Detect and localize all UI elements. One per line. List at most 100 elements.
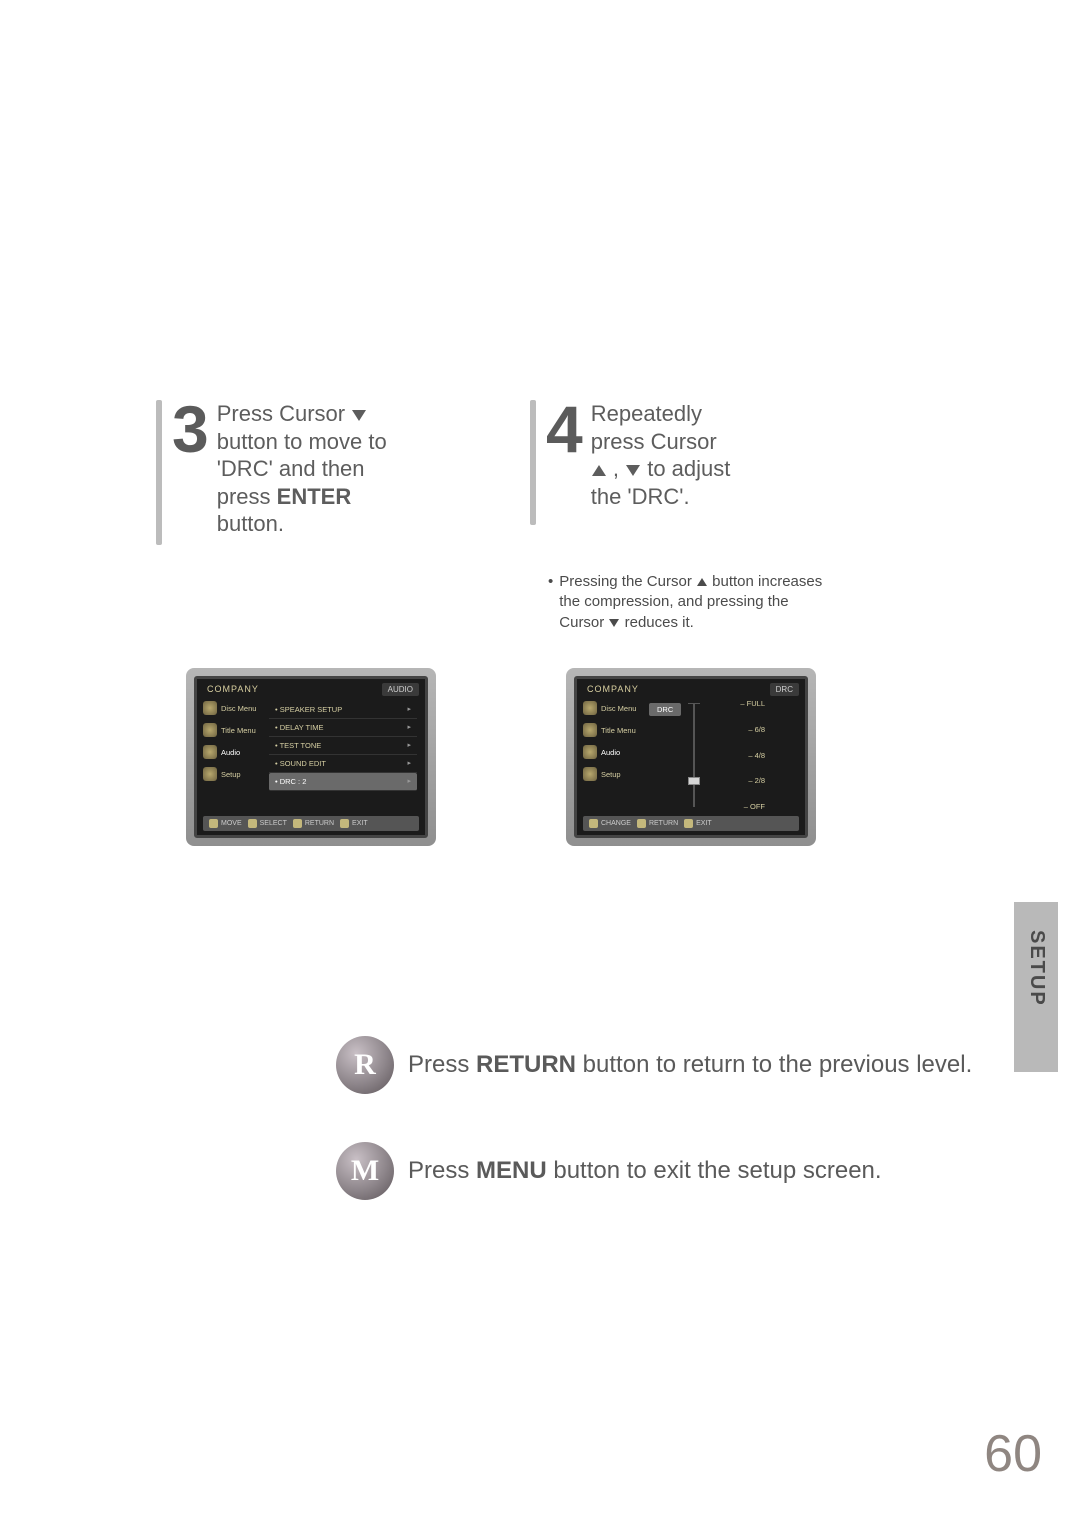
text: Press MENU button to exit the setup scre… — [408, 1157, 882, 1185]
text: Pressing the Cursor — [559, 573, 696, 590]
tv-sidebar-item: Disc Menu — [583, 701, 643, 715]
label: • DELAY TIME — [275, 723, 323, 732]
text: the 'DRC'. — [591, 484, 690, 509]
step-text: Press Cursor button to move to 'DRC' and… — [217, 400, 387, 538]
tv-menu-row: • TEST TONE ▸ — [269, 737, 417, 755]
footer-hint: EXIT — [684, 819, 712, 828]
step-4: 4 Repeatedly press Cursor , to adjust th… — [530, 400, 730, 525]
tv-menu-row: • DRC : 2 ▸ — [269, 773, 417, 791]
text: Press — [408, 1157, 476, 1184]
chevron-right-icon: ▸ — [407, 741, 411, 750]
chevron-right-icon: ▸ — [407, 777, 411, 786]
step-3: 3 Press Cursor button to move to 'DRC' a… — [156, 400, 387, 545]
text-bold: MENU — [476, 1157, 547, 1184]
text: the compression, and pressing the — [559, 593, 788, 610]
text: Press RETURN button to return to the pre… — [408, 1051, 972, 1079]
label: Title Menu — [221, 726, 256, 735]
drc-level: – 2/8 — [695, 776, 765, 785]
chevron-right-icon: ▸ — [407, 705, 411, 714]
cursor-up-icon — [592, 465, 606, 476]
tv-sidebar-item: Audio — [583, 745, 643, 759]
tv-section-tag: DRC — [770, 683, 799, 696]
key-icon — [248, 819, 257, 828]
hint-menu: M Press MENU button to exit the setup sc… — [336, 1142, 882, 1200]
tv-sidebar-item: Title Menu — [583, 723, 643, 737]
tv-sidebar: Disc Menu Title Menu Audio Setup — [583, 701, 643, 781]
text: Repeatedly — [591, 401, 702, 426]
text: button. — [217, 511, 284, 536]
tv-brand: COMPANY — [207, 684, 259, 694]
text: Cursor — [559, 614, 608, 631]
text: press Cursor — [591, 429, 717, 454]
footer-hint: MOVE — [209, 819, 242, 828]
text-bold: RETURN — [476, 1051, 576, 1078]
text: 'DRC' and then — [217, 456, 365, 481]
footer-hint: CHANGE — [589, 819, 631, 828]
label: Disc Menu — [221, 704, 256, 713]
menu-icon — [583, 767, 597, 781]
text: Press — [408, 1051, 476, 1078]
text: reduces it. — [620, 614, 693, 631]
label: Audio — [601, 748, 620, 757]
text: Press Cursor — [217, 401, 345, 426]
step-rule — [156, 400, 162, 545]
tv-screenshot-drc-adjust: COMPANY DRC Disc MenuTitle MenuAudioSetu… — [566, 668, 816, 846]
tv-menu-list: • SPEAKER SETUP▸• DELAY TIME▸• TEST TONE… — [269, 701, 417, 791]
label: • TEST TONE — [275, 741, 321, 750]
section-tab-label: SETUP — [1025, 930, 1048, 1007]
menu-icon — [203, 745, 217, 759]
tv-menu-row: • DELAY TIME ▸ — [269, 719, 417, 737]
drc-level: – 6/8 — [695, 725, 765, 734]
text: button to exit the setup screen. — [547, 1157, 882, 1184]
key-icon — [637, 819, 646, 828]
tv-sidebar-item: Setup — [203, 767, 263, 781]
menu-icon — [203, 701, 217, 715]
label: Title Menu — [601, 726, 636, 735]
note: • Pressing the Cursor button increases t… — [548, 572, 822, 633]
cursor-down-icon — [626, 465, 640, 476]
tv-sidebar: Disc MenuTitle MenuAudioSetup — [203, 701, 263, 781]
step-number: 3 — [172, 400, 207, 459]
key-icon — [340, 819, 349, 828]
tv-sidebar-item: Setup — [583, 767, 643, 781]
text: button to move to — [217, 429, 387, 454]
drc-level: – FULL — [695, 699, 765, 708]
text: button to return to the previous level. — [576, 1051, 972, 1078]
hint-return: R Press RETURN button to return to the p… — [336, 1036, 972, 1094]
tv-current-item: DRC — [649, 703, 681, 716]
key-icon — [293, 819, 302, 828]
chevron-right-icon: ▸ — [407, 723, 411, 732]
tv-menu-row: • SOUND EDIT▸ — [269, 755, 417, 773]
menu-icon — [583, 701, 597, 715]
drc-level: – 4/8 — [695, 751, 765, 760]
text: press — [217, 484, 277, 509]
tv-sidebar-item: Title Menu — [203, 723, 263, 737]
step-text: Repeatedly press Cursor , to adjust the … — [591, 400, 731, 510]
menu-icon — [583, 745, 597, 759]
tv-footer-hints: MOVE SELECT RETURN EXIT — [203, 816, 419, 831]
step-rule — [530, 400, 536, 525]
footer-hint: RETURN — [293, 819, 334, 828]
manual-page: 3 Press Cursor button to move to 'DRC' a… — [0, 0, 1080, 1528]
chevron-right-icon: ▸ — [407, 759, 411, 768]
tv-screenshot-audio-menu: COMPANY AUDIO Disc MenuTitle MenuAudioSe… — [186, 668, 436, 846]
menu-icon — [583, 723, 597, 737]
label: • SPEAKER SETUP — [275, 705, 342, 714]
label: Setup — [601, 770, 621, 779]
text: to adjust — [647, 456, 730, 481]
footer-hint: EXIT — [340, 819, 368, 828]
drc-level: – OFF — [695, 802, 765, 811]
label: • DRC : 2 — [275, 777, 306, 786]
label: Disc Menu — [601, 704, 636, 713]
footer-hint: SELECT — [248, 819, 287, 828]
text-bold: ENTER — [277, 484, 352, 509]
tv-footer-hints: CHANGE RETURN EXIT — [583, 816, 799, 831]
drc-level-labels: – FULL – 6/8 – 4/8 – 2/8 – OFF — [695, 699, 765, 811]
tv-sidebar-item: Disc Menu — [203, 701, 263, 715]
key-icon — [684, 819, 693, 828]
text: button increases — [708, 573, 822, 590]
return-disc-icon: R — [336, 1036, 394, 1094]
text: , — [613, 456, 619, 481]
footer-hint: RETURN — [637, 819, 678, 828]
tv-menu-row: • SPEAKER SETUP ▸ — [269, 701, 417, 719]
